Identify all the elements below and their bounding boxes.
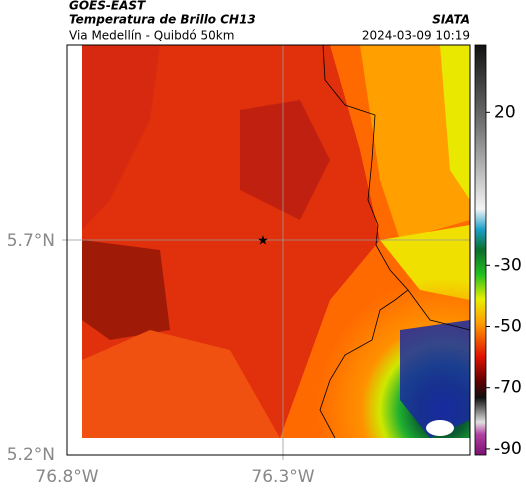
- colorbar-tick-label: -30: [494, 255, 522, 275]
- lat-label: 5.2°N: [7, 445, 55, 465]
- datetime: 2024-03-09 10:19: [362, 29, 470, 43]
- field-patch: [82, 45, 160, 230]
- field-patch: [82, 330, 280, 438]
- field-patch: [440, 45, 470, 200]
- field-patch: [240, 100, 330, 220]
- colorbar-tick-label: -90: [494, 439, 522, 459]
- lon-label: 76.3°W: [251, 467, 314, 487]
- colorbar-tick-label: -70: [494, 378, 522, 398]
- map: ★ 5.7°N 5.2°N 76.8°W 76.3°W: [7, 44, 471, 487]
- field-patch: [360, 45, 470, 240]
- station-marker: ★: [257, 234, 269, 249]
- lat-label: 5.7°N: [7, 231, 55, 251]
- coastline: [319, 44, 409, 439]
- field-patch: [82, 240, 170, 340]
- title: GOES-EAST: [69, 0, 146, 13]
- border: [407, 289, 471, 331]
- colorbar-scale: [474, 44, 487, 456]
- colorbar-tick-label: 20: [494, 102, 516, 122]
- lon-label: 76.8°W: [35, 467, 98, 487]
- colorbar: 20 -30 -50 -70 -90: [474, 44, 522, 459]
- field-patch: [400, 320, 470, 438]
- field-patch: [426, 420, 454, 436]
- colorbar-tick-label: -50: [494, 316, 522, 336]
- header: GOES-EAST Temperatura de Brillo CH13 Via…: [69, 0, 470, 43]
- source: SIATA: [432, 13, 470, 27]
- frame: [66, 44, 471, 456]
- subtitle: Temperatura de Brillo CH13: [69, 13, 256, 27]
- route: Via Medellín - Quibdó 50km: [69, 29, 234, 43]
